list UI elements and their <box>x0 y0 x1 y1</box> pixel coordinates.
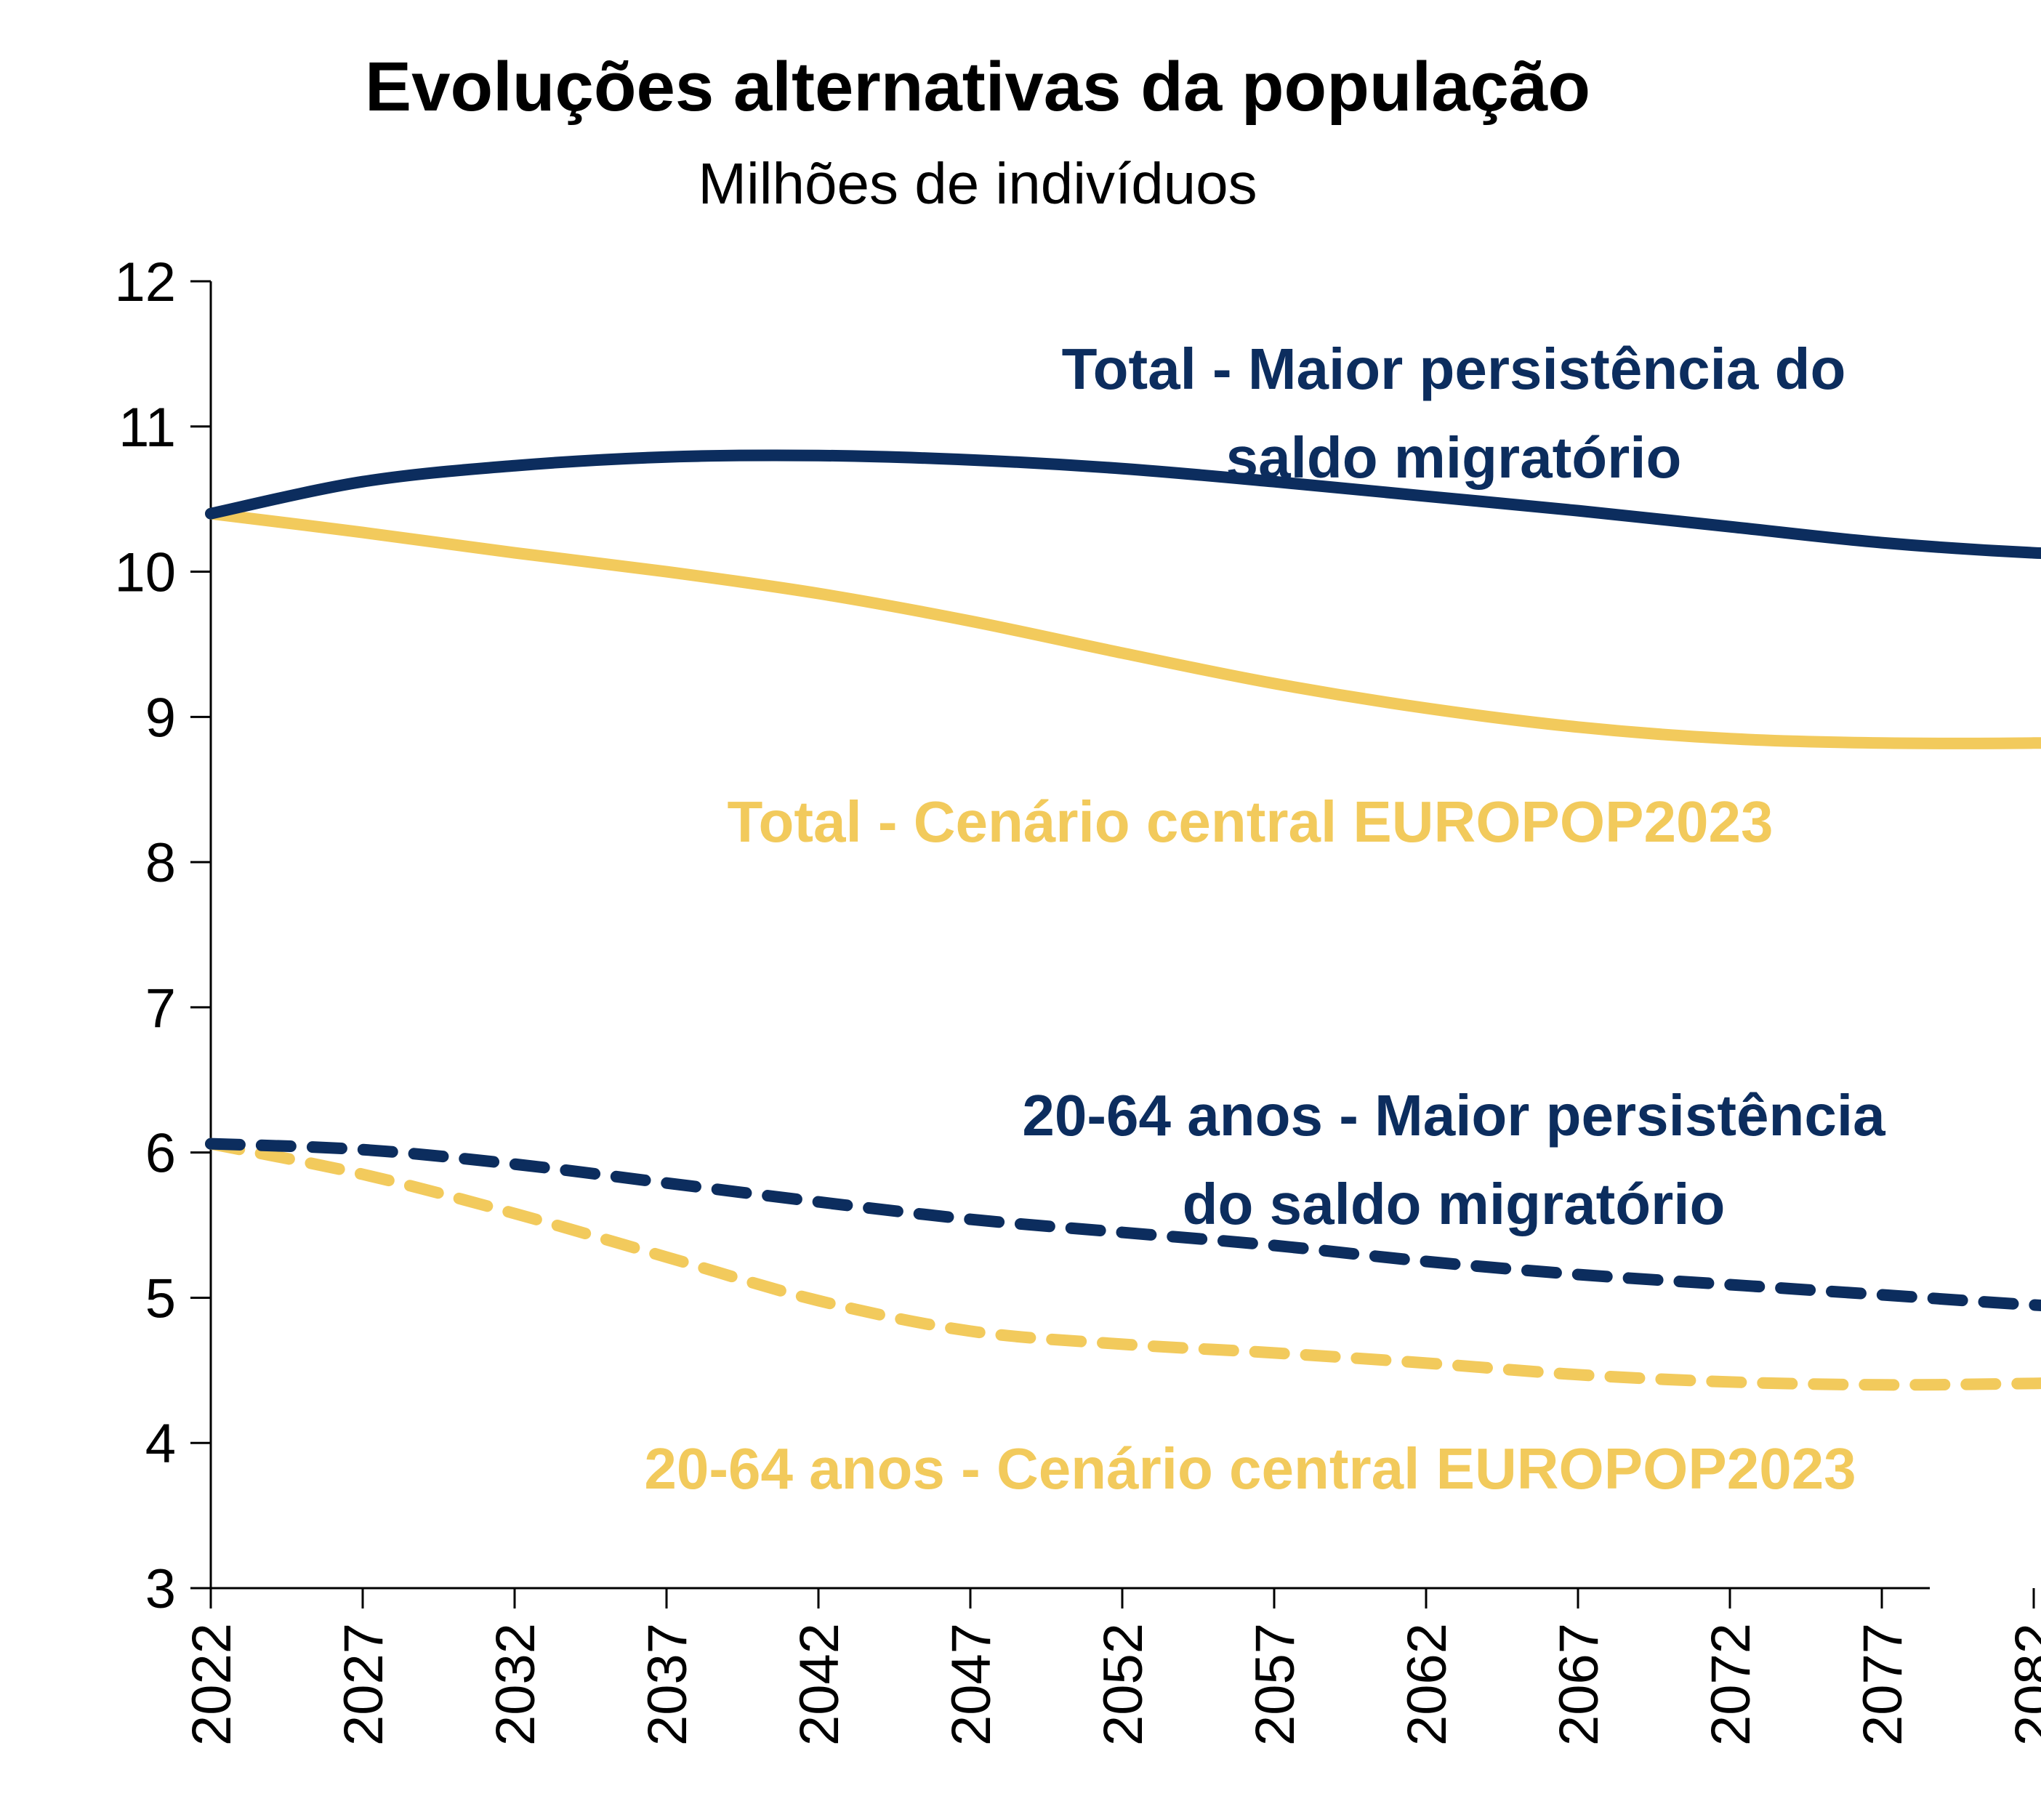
series-line-total-cenario-central <box>205 507 2041 749</box>
x-tick-label: 2057 <box>1244 1623 1306 1746</box>
x-tick-label: 2032 <box>485 1623 547 1746</box>
label-20-64-cenario-central-line-1: 20-64 anos - Cenário central EUROPOP2023 <box>644 1436 1856 1501</box>
y-tick-label: 5 <box>145 1268 176 1329</box>
x-tick-label: 2072 <box>1700 1623 1762 1746</box>
y-tick-label: 3 <box>145 1558 176 1620</box>
y-tick-label: 11 <box>118 397 176 459</box>
chart-title: Evoluções alternativas da população <box>365 48 1590 126</box>
x-tick-label: 2047 <box>941 1623 1002 1746</box>
axes: 3 4 5 6 7 8 9 10 11 12 2022 2027 2032 2037 2042 2047 205… <box>114 251 2041 1746</box>
y-tick-label: 9 <box>145 687 176 749</box>
y-tick-label: 7 <box>145 978 176 1039</box>
series-labels: Total - Maior persistência do saldo migra… <box>644 337 1885 1501</box>
label-total-maior-persistencia-line-2: saldo migratório <box>1226 425 1682 490</box>
series-line-20-64-cenario-central <box>205 1138 2041 1391</box>
label-20-64-maior-persistencia-line-2: do saldo migratório <box>1183 1172 1726 1236</box>
chart-subtitle: Milhões de indivíduos <box>698 151 1257 216</box>
x-tick-label: 2067 <box>1548 1623 1610 1746</box>
y-tick-label: 8 <box>145 832 176 894</box>
series-lines <box>205 449 2041 1391</box>
y-tick-label: 4 <box>145 1413 176 1475</box>
series-line-20-64-maior-persistencia <box>205 1138 2041 1312</box>
y-tick-label: 10 <box>114 542 176 604</box>
x-tick-label: 2052 <box>1092 1623 1154 1746</box>
x-tick-label: 2077 <box>1852 1623 1914 1746</box>
label-20-64-maior-persistencia-line-1: 20-64 anos - Maior persistência <box>1022 1083 1885 1148</box>
y-tick-label: 12 <box>114 251 176 313</box>
y-tick-label: 6 <box>145 1123 176 1185</box>
x-tick-label: 2037 <box>637 1623 699 1746</box>
x-tick-label: 2027 <box>333 1623 395 1746</box>
label-total-cenario-central-line-1: Total - Cenário central EUROPOP2023 <box>728 789 1774 854</box>
x-tick-label: 2062 <box>1396 1623 1458 1746</box>
x-tick-label: 2042 <box>789 1623 850 1746</box>
x-tick-label: 2082 <box>2004 1623 2041 1746</box>
label-total-maior-persistencia-line-1: Total - Maior persistência do <box>1062 337 1846 401</box>
x-tick-label: 2022 <box>181 1623 243 1746</box>
series-line-total-maior-persistencia <box>205 449 2041 560</box>
